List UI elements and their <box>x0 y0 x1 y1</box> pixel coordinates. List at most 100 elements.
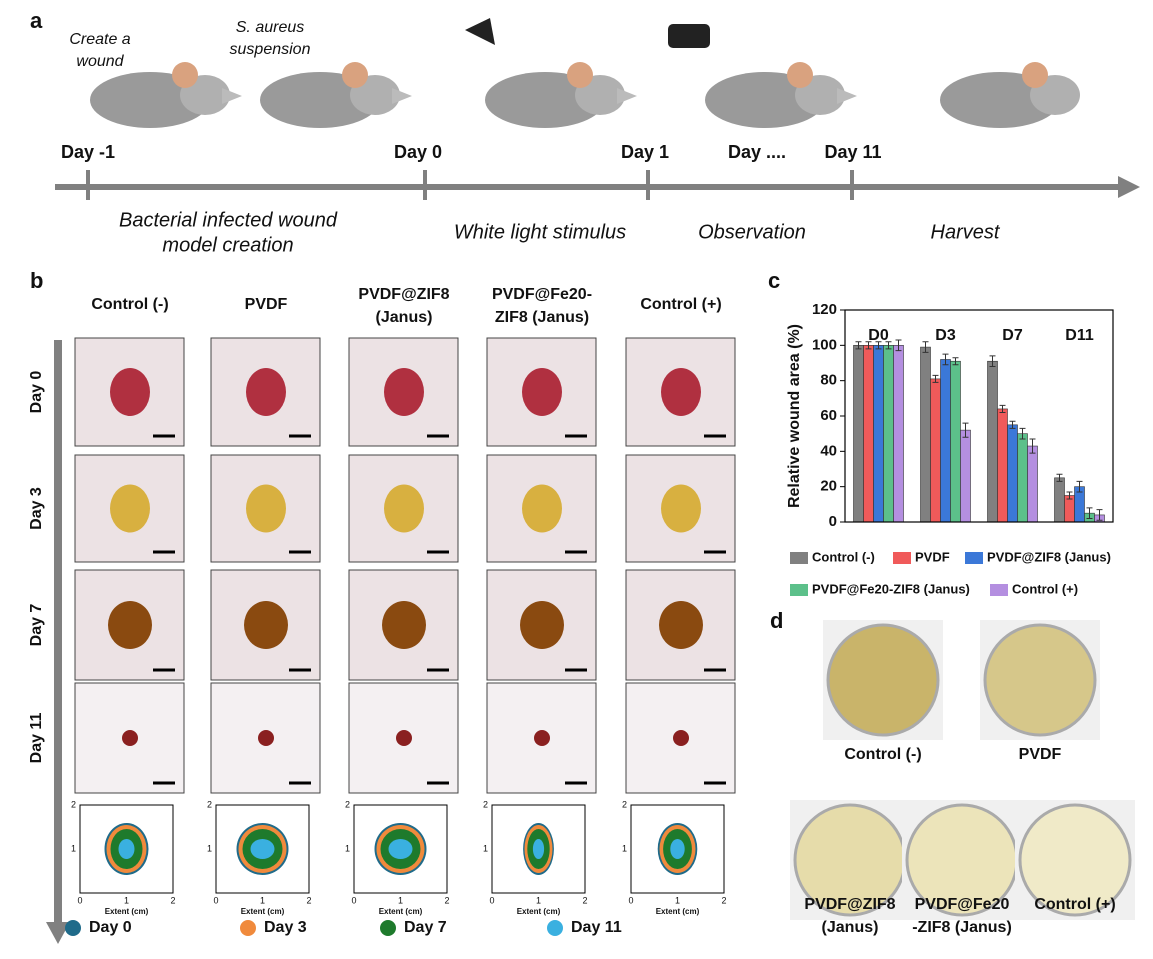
y-tick-label: 1 <box>622 843 627 853</box>
x-tick-label: 2 <box>444 895 449 905</box>
trace-frame <box>215 804 310 894</box>
trace-frame <box>79 804 174 894</box>
step-arrow <box>392 88 412 104</box>
y-tick-label: 2 <box>207 799 212 809</box>
wound-trace <box>532 839 545 859</box>
time-arrow-head <box>46 922 70 944</box>
legend-label: PVDF <box>915 549 950 564</box>
wound <box>382 601 426 649</box>
error-bar <box>922 341 929 353</box>
x-axis-label: Extent (cm) <box>241 907 285 916</box>
wound <box>673 730 689 746</box>
error-bar <box>999 404 1006 413</box>
y-tick-label: 80 <box>820 372 837 389</box>
legend-label: Day 7 <box>404 919 447 936</box>
column-header: Control (-) <box>91 296 168 313</box>
panel-label: c <box>768 268 780 293</box>
x-tick-label: D0 <box>868 327 889 344</box>
y-tick-label: 60 <box>820 407 837 424</box>
x-tick-label: 0 <box>77 895 82 905</box>
wound-photo <box>625 337 736 447</box>
x-axis-label: Extent (cm) <box>656 907 700 916</box>
wound <box>661 484 701 533</box>
legend-swatch <box>965 552 983 564</box>
stage-label: White light stimulus <box>454 221 626 243</box>
day-label: Day 0 <box>394 142 442 162</box>
legend-swatch <box>790 584 808 596</box>
x-tick-label: 1 <box>675 895 680 905</box>
error-bar <box>865 341 872 350</box>
column-header: PVDF@Fe20- <box>492 286 592 303</box>
x-tick-label: 2 <box>582 895 587 905</box>
mouse-device <box>1022 62 1048 88</box>
wound <box>110 368 150 416</box>
legend-marker <box>547 920 563 936</box>
column-header: (Janus) <box>376 309 433 326</box>
wound <box>384 368 424 416</box>
row-label: Day 11 <box>28 713 45 764</box>
camera <box>668 24 710 48</box>
mouse-device <box>787 62 813 88</box>
x-tick-label: 0 <box>489 895 494 905</box>
panel-a-decor <box>55 176 1140 198</box>
y-tick-label: 120 <box>812 301 837 318</box>
agar-plate <box>826 623 940 737</box>
stage-label: model creation <box>162 234 293 256</box>
day-label: Day 11 <box>824 142 881 162</box>
legend-label: Day 0 <box>89 919 132 936</box>
plate-label: (Janus) <box>822 919 879 936</box>
y-tick-label: 2 <box>622 799 627 809</box>
legend-label: PVDF@Fe20-ZIF8 (Janus) <box>812 581 970 596</box>
x-tick-label: 0 <box>351 895 356 905</box>
x-tick-label: 2 <box>721 895 726 905</box>
stage-label: Harvest <box>931 221 1001 243</box>
x-tick-label: 2 <box>170 895 175 905</box>
bar <box>863 345 874 523</box>
legend-swatch <box>990 584 1008 596</box>
annotation: S. aureus <box>236 19 304 36</box>
error-bar <box>1056 473 1063 482</box>
day-label: Day 1 <box>621 142 669 162</box>
plate-label: PVDF@ZIF8 <box>804 896 895 913</box>
step-arrow <box>617 88 637 104</box>
y-axis-label: Relative wound area (%) <box>786 324 803 508</box>
y-tick-label: 1 <box>483 843 488 853</box>
wound <box>110 484 150 533</box>
wound-trace <box>670 839 685 859</box>
error-bar <box>962 422 969 438</box>
bar <box>940 359 951 523</box>
bar <box>997 408 1008 523</box>
bar <box>1027 445 1038 523</box>
legend-label: Day 3 <box>264 919 307 936</box>
bar <box>960 429 971 523</box>
x-tick-label: 1 <box>124 895 129 905</box>
bar <box>1017 433 1028 523</box>
y-tick-label: 100 <box>812 336 837 353</box>
bar <box>883 345 894 523</box>
panel-label: d <box>770 608 783 633</box>
column-header: ZIF8 (Janus) <box>495 309 589 326</box>
stage-label: Observation <box>698 221 806 243</box>
legend-swatch <box>893 552 911 564</box>
x-tick-label: 1 <box>260 895 265 905</box>
error-bar <box>952 357 959 366</box>
error-bar <box>1066 491 1073 500</box>
day-label: Day -1 <box>61 142 115 162</box>
x-axis-label: Extent (cm) <box>379 907 423 916</box>
legend-marker <box>380 920 396 936</box>
annotation: wound <box>76 53 124 70</box>
x-axis-label: Extent (cm) <box>105 907 149 916</box>
wound <box>520 601 564 649</box>
x-tick-label: 1 <box>398 895 403 905</box>
legend-marker <box>65 920 81 936</box>
mouse-device <box>172 62 198 88</box>
trace-frame <box>491 804 586 894</box>
legend-label: PVDF@ZIF8 (Janus) <box>987 549 1111 564</box>
plate-label: PVDF <box>1019 746 1062 763</box>
wound <box>384 484 424 533</box>
wound <box>108 601 152 649</box>
annotation: suspension <box>230 41 311 58</box>
agar-plate <box>1018 803 1132 917</box>
legend-label: Day 11 <box>571 919 622 936</box>
error-bar <box>1029 438 1036 454</box>
